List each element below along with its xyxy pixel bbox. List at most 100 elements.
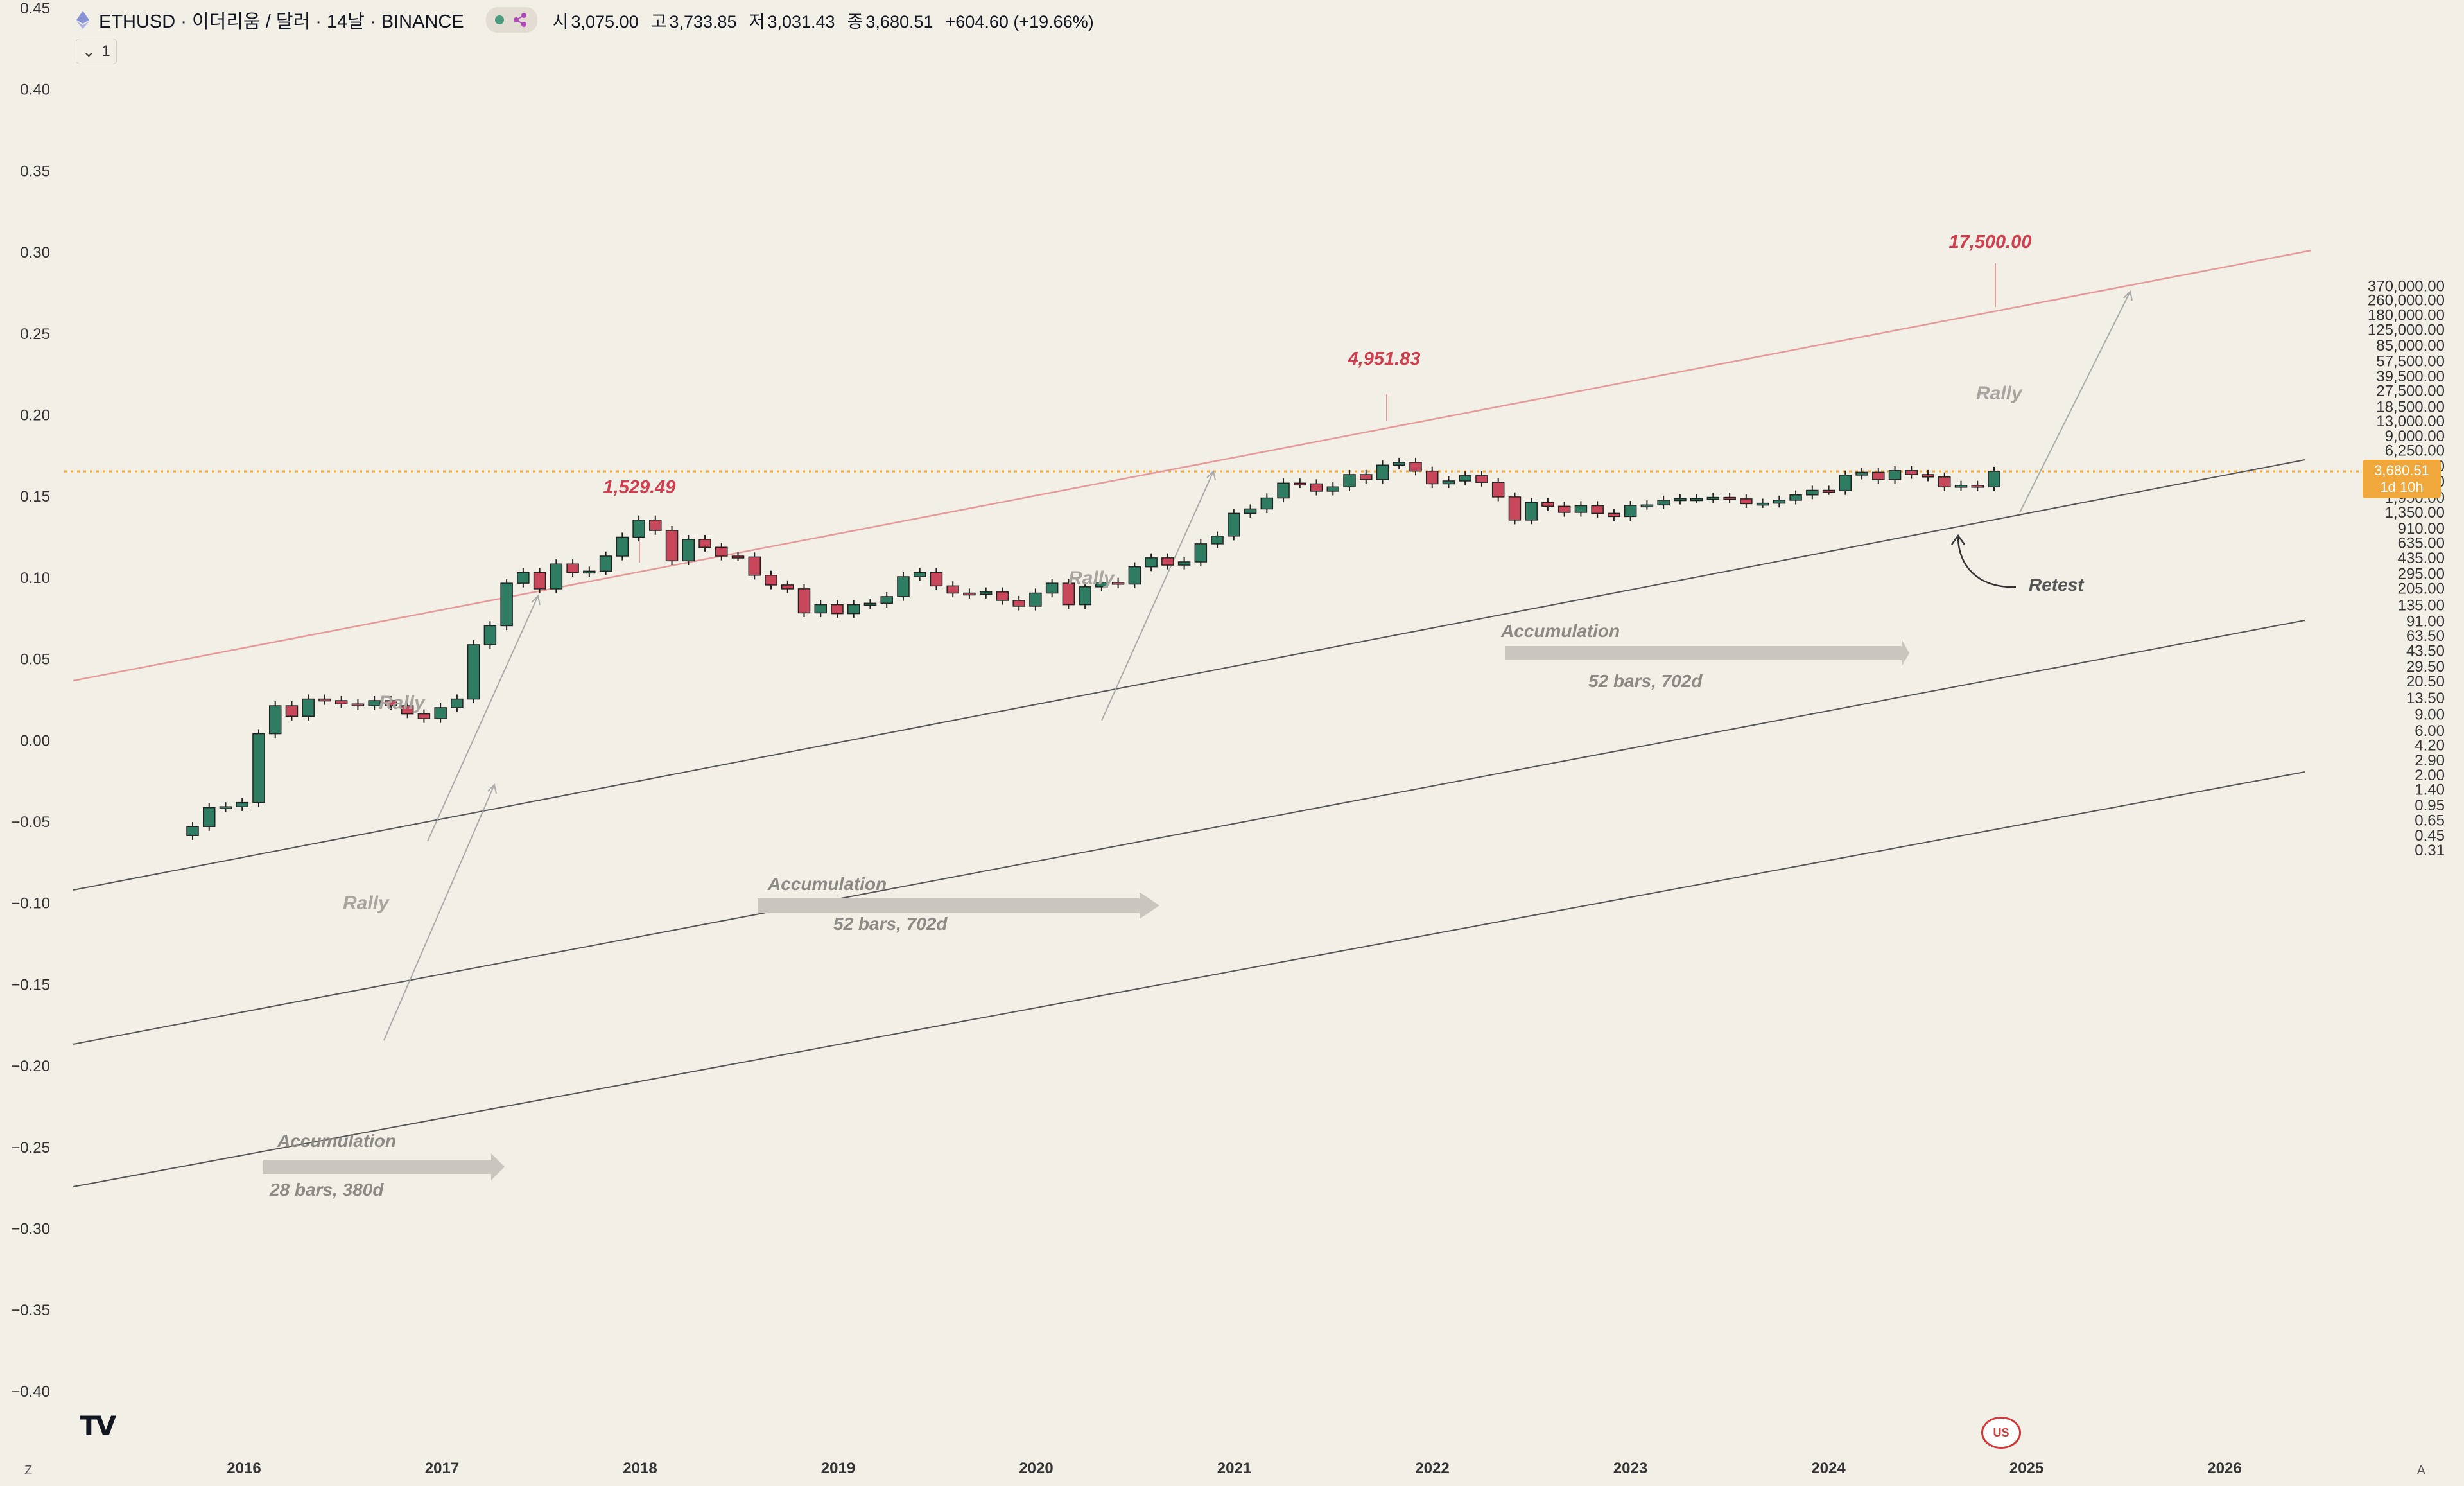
left-axis-tick: 0.45 bbox=[20, 0, 50, 17]
candle-body bbox=[566, 563, 579, 573]
candle-body bbox=[1425, 470, 1439, 485]
candle-body bbox=[1326, 486, 1340, 492]
candle-body bbox=[1674, 498, 1687, 502]
candle-body bbox=[781, 584, 794, 590]
candle-body bbox=[1343, 474, 1356, 488]
candle-body bbox=[963, 592, 976, 596]
accumulation-arrow-2[interactable] bbox=[758, 892, 1159, 919]
right-axis-tick: 13,000.00 bbox=[2376, 413, 2445, 430]
timezone-toggle[interactable]: Z bbox=[24, 1464, 33, 1478]
right-axis-tick: 2.90 bbox=[2415, 752, 2445, 769]
candle-body bbox=[1194, 543, 1208, 563]
candle-body bbox=[913, 572, 926, 577]
tradingview-logo-icon[interactable]: TV bbox=[80, 1410, 116, 1442]
candle-body bbox=[1624, 505, 1637, 518]
symbol-title[interactable]: ETHUSD · 이더리움 / 달러 · 14날 · BINANCE bbox=[99, 12, 464, 32]
right-axis-tick: 205.00 bbox=[2398, 580, 2445, 597]
candle-body bbox=[219, 806, 232, 810]
candle-body bbox=[797, 588, 811, 614]
candle-body bbox=[1657, 500, 1670, 506]
rally-arrow-1[interactable] bbox=[383, 783, 497, 1041]
candle-body bbox=[1161, 557, 1174, 566]
channel-line-1[interactable] bbox=[73, 459, 2305, 891]
ethereum-icon bbox=[76, 11, 89, 29]
right-axis: 370,000.00260,000.00180,000.00125,000.00… bbox=[2368, 277, 2445, 859]
candle-body bbox=[979, 591, 993, 595]
accumulation-arrow-3[interactable] bbox=[1505, 640, 1909, 667]
candle-body bbox=[996, 591, 1009, 601]
candle-body bbox=[1442, 480, 1455, 485]
candle-body bbox=[1508, 496, 1522, 521]
rally-arrow-4[interactable] bbox=[2019, 290, 2133, 513]
candle-body bbox=[1244, 508, 1257, 514]
candle-body bbox=[1954, 485, 1968, 488]
right-axis-tick: 635.00 bbox=[2398, 534, 2445, 552]
right-axis-tick: 1.40 bbox=[2415, 782, 2445, 799]
right-axis-tick: 9,000.00 bbox=[2385, 428, 2445, 445]
left-axis-tick: 0.35 bbox=[20, 162, 50, 180]
candle-body bbox=[1706, 496, 1720, 500]
candle-body bbox=[1177, 561, 1191, 566]
candle-body bbox=[1557, 505, 1571, 513]
label-accumulation-3: Accumulation bbox=[1500, 621, 1620, 641]
candle-body bbox=[1723, 496, 1736, 500]
symbol-header[interactable]: ETHUSD · 이더리움 / 달러 · 14날 · BINANCE 시 3,07… bbox=[76, 6, 1097, 33]
left-axis-tick: −0.40 bbox=[11, 1383, 50, 1401]
candle-body bbox=[1839, 475, 1852, 491]
candle-body bbox=[1806, 489, 1819, 496]
candle-body bbox=[1360, 474, 1373, 480]
right-axis-tick: 18,500.00 bbox=[2376, 399, 2445, 416]
share-icon[interactable] bbox=[512, 12, 528, 28]
auto-scale-toggle[interactable]: A bbox=[2416, 1464, 2425, 1478]
rally-arrow-3[interactable] bbox=[1101, 469, 1216, 721]
candle-body bbox=[583, 570, 596, 574]
left-axis-tick: 0.25 bbox=[20, 326, 50, 343]
candle-body bbox=[1905, 470, 1918, 475]
candle-body bbox=[385, 700, 397, 706]
candle-body bbox=[202, 807, 216, 827]
right-axis-tick: 63.50 bbox=[2406, 627, 2445, 645]
channel-line-3[interactable] bbox=[73, 771, 2305, 1187]
candle-body bbox=[1128, 566, 1141, 585]
candle-body bbox=[1062, 582, 1075, 606]
candle-body bbox=[831, 604, 844, 615]
candle-body bbox=[632, 520, 645, 538]
candle-body bbox=[1855, 471, 1868, 476]
us-flag-icon[interactable]: US bbox=[1981, 1417, 2021, 1449]
candle-body bbox=[517, 572, 530, 584]
candle-body bbox=[434, 707, 447, 719]
candle-body bbox=[880, 596, 893, 604]
time-axis-tick: 2016 bbox=[227, 1460, 261, 1477]
candle-body bbox=[533, 572, 546, 590]
time-axis-tick: 2019 bbox=[821, 1460, 855, 1477]
upper-red-trendline[interactable] bbox=[73, 249, 2312, 682]
candle-body bbox=[236, 801, 248, 808]
candle-body bbox=[1971, 485, 1984, 488]
left-axis-tick: −0.25 bbox=[11, 1139, 50, 1157]
accumulation-arrow-1[interactable] bbox=[263, 1153, 505, 1180]
candle-body bbox=[1145, 557, 1158, 568]
close-label: 종 bbox=[847, 12, 863, 31]
right-axis-tick: 125,000.00 bbox=[2368, 322, 2445, 339]
left-axis-tick: −0.10 bbox=[11, 895, 50, 913]
candle-body bbox=[1789, 494, 1802, 501]
candle-body bbox=[649, 520, 662, 531]
candle-body bbox=[1012, 600, 1025, 607]
status-pill[interactable] bbox=[485, 7, 537, 33]
candle-body bbox=[1260, 497, 1274, 510]
candle-body bbox=[1211, 535, 1224, 545]
candle-body bbox=[1640, 504, 1654, 508]
rally-arrow-2[interactable] bbox=[427, 594, 541, 842]
candle-body bbox=[1525, 502, 1538, 521]
candle-body bbox=[285, 705, 299, 717]
retest-arrow[interactable] bbox=[1957, 536, 2017, 588]
channel-line-2[interactable] bbox=[73, 620, 2305, 1045]
candle-body bbox=[1277, 482, 1290, 499]
indicator-collapse-button[interactable]: ⌄ 1 bbox=[76, 39, 117, 64]
label-rally-1: Rally bbox=[343, 893, 390, 914]
right-axis-tick: 435.00 bbox=[2398, 550, 2445, 567]
time-axis-tick: 2022 bbox=[1415, 1460, 1449, 1477]
right-axis-tick: 1,350.00 bbox=[2385, 504, 2445, 521]
candle-body bbox=[1608, 512, 1620, 518]
